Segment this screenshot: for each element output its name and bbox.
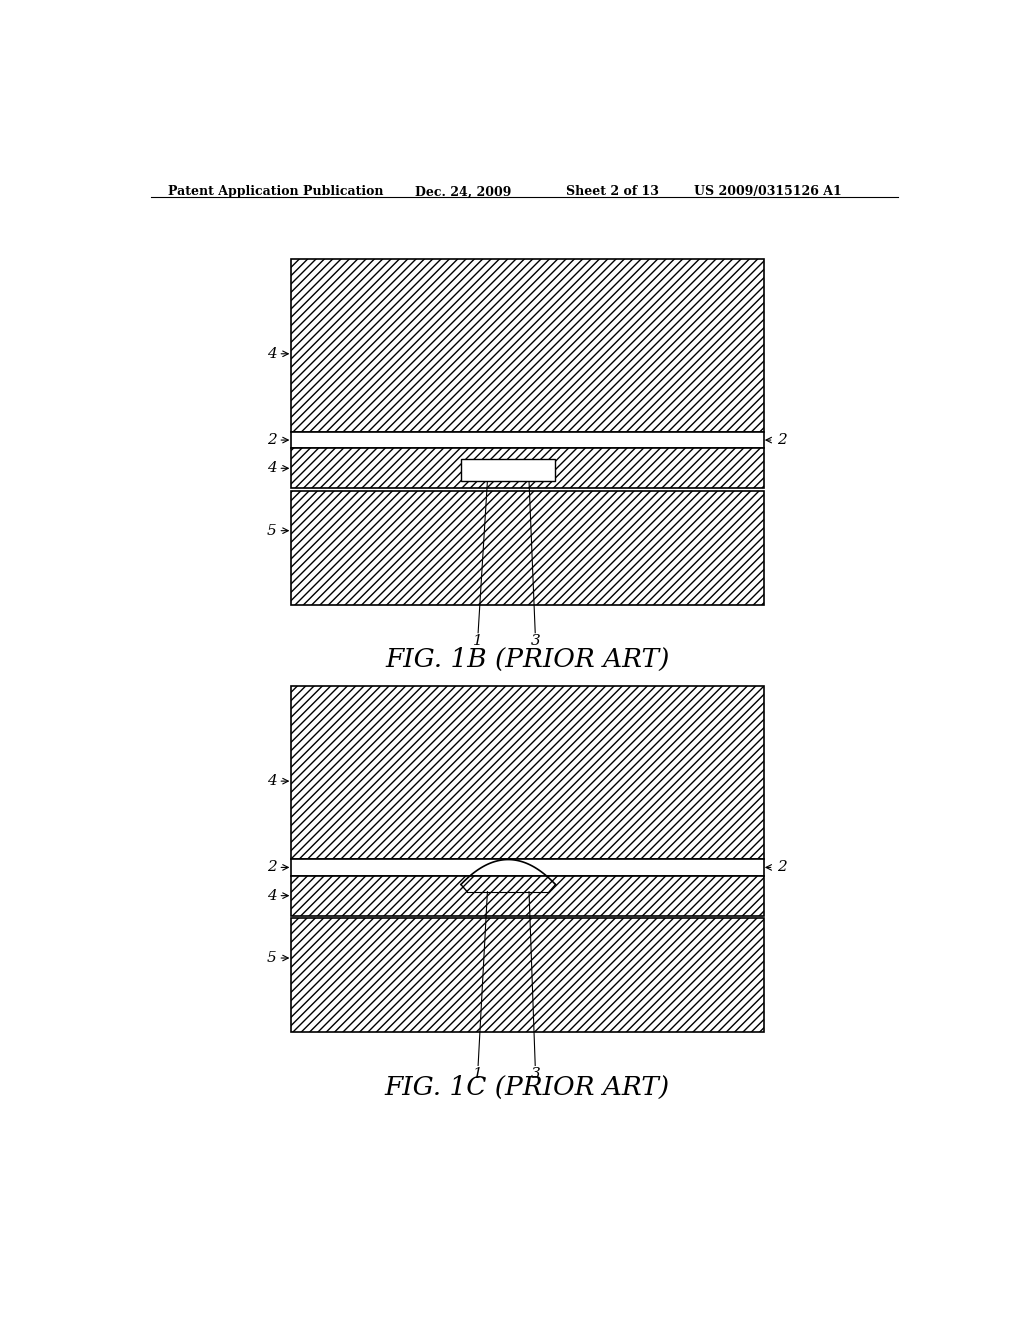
- Text: 4: 4: [267, 888, 276, 903]
- Bar: [291, 917, 764, 1032]
- Text: 2: 2: [777, 433, 787, 447]
- Text: 4: 4: [267, 774, 276, 788]
- Text: 5: 5: [267, 524, 276, 537]
- Bar: [291, 686, 764, 859]
- Bar: [291, 449, 764, 488]
- Text: 2: 2: [267, 433, 276, 447]
- Text: Patent Application Publication: Patent Application Publication: [168, 185, 384, 198]
- Text: 4: 4: [267, 461, 276, 475]
- Bar: [291, 859, 764, 875]
- Text: 2: 2: [267, 861, 276, 874]
- Bar: [291, 259, 764, 432]
- Text: Sheet 2 of 13: Sheet 2 of 13: [566, 185, 658, 198]
- Text: FIG. 1B (PRIOR ART): FIG. 1B (PRIOR ART): [385, 647, 670, 672]
- Text: 5: 5: [267, 950, 276, 965]
- Text: 3: 3: [530, 635, 540, 648]
- Text: Dec. 24, 2009: Dec. 24, 2009: [415, 185, 511, 198]
- Text: 3: 3: [530, 1067, 540, 1081]
- Bar: [291, 432, 764, 449]
- Bar: [461, 459, 555, 480]
- Text: 1: 1: [473, 635, 483, 648]
- Text: FIG. 1C (PRIOR ART): FIG. 1C (PRIOR ART): [385, 1074, 670, 1100]
- Bar: [291, 875, 764, 916]
- Text: 2: 2: [777, 861, 787, 874]
- Text: 1: 1: [473, 1067, 483, 1081]
- Bar: [291, 491, 764, 605]
- Text: 4: 4: [267, 347, 276, 360]
- Text: US 2009/0315126 A1: US 2009/0315126 A1: [693, 185, 842, 198]
